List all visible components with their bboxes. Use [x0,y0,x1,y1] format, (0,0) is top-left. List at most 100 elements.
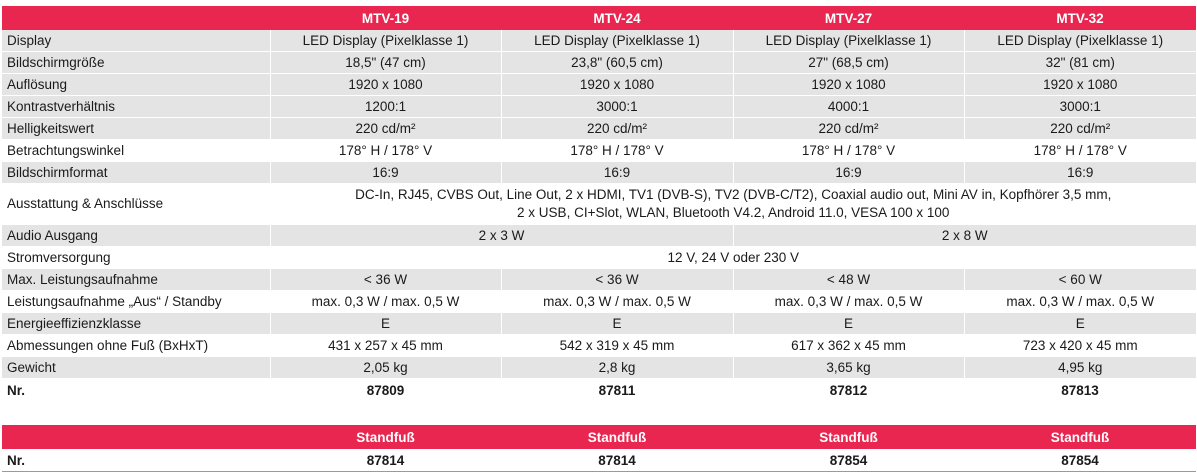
table-row-audio: Audio Ausgang 2 x 3 W 2 x 8 W [2,224,1196,247]
cell-value: < 48 W [732,268,964,291]
ausstattung-value: DC-In, RJ45, CVBS Out, Line Out, 2 x HDM… [269,183,1196,225]
cell-value: 16:9 [269,161,501,184]
standfuss-header: Standfuß [964,425,1196,449]
table-row: Leistungsaufnahme „Aus“ / Standby max. 0… [2,290,1196,313]
cell-value: 542 x 319 x 45 mm [500,334,733,357]
cell-value: 3000:1 [963,95,1196,118]
cell-value: LED Display (Pixelklasse 1) [500,30,733,52]
row-label: Nr. [2,449,270,472]
header-row: MTV-19 MTV-24 MTV-27 MTV-32 [2,6,1196,30]
cell-value: 431 x 257 x 45 mm [269,334,501,357]
cell-value: 220 cd/m² [269,117,501,140]
header-empty-cell [2,425,270,449]
cell-value: 4,95 kg [963,356,1196,379]
model-header: MTV-19 [270,6,501,30]
cell-value: 1920 x 1080 [732,73,964,96]
row-label: Helligkeitswert [2,117,270,140]
cell-value: 16:9 [500,161,733,184]
standfuss-number-row: Nr. 87814 87814 87854 87854 [2,449,1196,472]
cell-value: < 36 W [269,268,501,291]
cell-value: 1920 x 1080 [269,73,501,96]
cell-value: 2,05 kg [269,356,501,379]
table-row: Auflösung 1920 x 1080 1920 x 1080 1920 x… [2,73,1196,96]
standfuss-number: 87854 [964,449,1196,472]
row-label: Bildschirmgröße [2,51,270,74]
table-row: Max. Leistungsaufnahme < 36 W < 36 W < 4… [2,268,1196,291]
table-row: Bildschirmformat 16:9 16:9 16:9 16:9 [2,161,1196,184]
cell-value: E [269,312,501,335]
audio-value-small: 2 x 3 W [269,224,733,247]
strom-value: 12 V, 24 V oder 230 V [269,246,1196,269]
spec-table: MTV-19 MTV-24 MTV-27 MTV-32 Display LED … [2,6,1196,401]
standfuss-table: Standfuß Standfuß Standfuß Standfuß Nr. … [2,425,1196,472]
row-label: Max. Leistungsaufnahme [2,268,270,291]
row-label: Display [2,30,270,52]
row-label: Stromversorgung [2,246,270,269]
row-label: Bildschirmformat [2,161,270,184]
table-row-ausstattung: Ausstattung & Anschlüsse DC-In, RJ45, CV… [2,183,1196,225]
cell-value: 220 cd/m² [732,117,964,140]
cell-value: 178° H / 178° V [269,139,501,162]
standfuss-header: Standfuß [501,425,733,449]
cell-value: 18,5" (47 cm) [269,51,501,74]
article-number: 87812 [733,378,964,401]
cell-value: 16:9 [963,161,1196,184]
cell-value: 1920 x 1080 [963,73,1196,96]
article-number: 87809 [270,378,501,401]
cell-value: 1920 x 1080 [500,73,733,96]
cell-value: 23,8" (60,5 cm) [500,51,733,74]
ausstattung-line-2: 2 x USB, CI+Slot, WLAN, Bluetooth V4.2, … [517,205,950,220]
cell-value: 178° H / 178° V [963,139,1196,162]
row-label: Nr. [2,378,270,401]
table-row: Abmessungen ohne Fuß (BxHxT) 431 x 257 x… [2,334,1196,357]
cell-value: 27" (68,5 cm) [732,51,964,74]
row-label: Auflösung [2,73,270,96]
ausstattung-line-1: DC-In, RJ45, CVBS Out, Line Out, 2 x HDM… [355,187,1112,202]
cell-value: 3,65 kg [732,356,964,379]
cell-value: < 36 W [500,268,733,291]
row-label: Leistungsaufnahme „Aus“ / Standby [2,290,270,313]
row-label: Abmessungen ohne Fuß (BxHxT) [2,334,270,357]
cell-value: 723 x 420 x 45 mm [963,334,1196,357]
table-row: Display LED Display (Pixelklasse 1) LED … [2,30,1196,52]
cell-value: 178° H / 178° V [500,139,733,162]
standfuss-header: Standfuß [733,425,964,449]
cell-value: max. 0,3 W / max. 0,5 W [963,290,1196,313]
standfuss-header-row: Standfuß Standfuß Standfuß Standfuß [2,425,1196,449]
cell-value: 2,8 kg [500,356,733,379]
table-row: Gewicht 2,05 kg 2,8 kg 3,65 kg 4,95 kg [2,356,1196,379]
standfuss-header: Standfuß [270,425,501,449]
cell-value: 32" (81 cm) [963,51,1196,74]
article-number-row: Nr. 87809 87811 87812 87813 [2,378,1196,401]
cell-value: max. 0,3 W / max. 0,5 W [732,290,964,313]
header-empty-cell [2,6,270,30]
cell-value: LED Display (Pixelklasse 1) [269,30,501,52]
standfuss-number: 87814 [270,449,501,472]
article-number: 87811 [501,378,733,401]
cell-value: 3000:1 [500,95,733,118]
model-header: MTV-27 [733,6,964,30]
cell-value: < 60 W [963,268,1196,291]
row-label: Kontrastverhältnis [2,95,270,118]
model-header: MTV-24 [501,6,733,30]
audio-value-large: 2 x 8 W [732,224,1196,247]
table-row-strom: Stromversorgung 12 V, 24 V oder 230 V [2,246,1196,269]
cell-value: max. 0,3 W / max. 0,5 W [269,290,501,313]
cell-value: 220 cd/m² [500,117,733,140]
cell-value: LED Display (Pixelklasse 1) [732,30,964,52]
standfuss-number: 87854 [733,449,964,472]
row-label: Ausstattung & Anschlüsse [2,183,270,225]
article-number: 87813 [964,378,1196,401]
cell-value: 178° H / 178° V [732,139,964,162]
cell-value: 16:9 [732,161,964,184]
cell-value: 220 cd/m² [963,117,1196,140]
cell-value: 1200:1 [269,95,501,118]
cell-value: E [500,312,733,335]
row-label: Energieeffizienzklasse [2,312,270,335]
row-label: Gewicht [2,356,270,379]
cell-value: E [963,312,1196,335]
standfuss-number: 87814 [501,449,733,472]
model-header: MTV-32 [964,6,1196,30]
cell-value: LED Display (Pixelklasse 1) [963,30,1196,52]
